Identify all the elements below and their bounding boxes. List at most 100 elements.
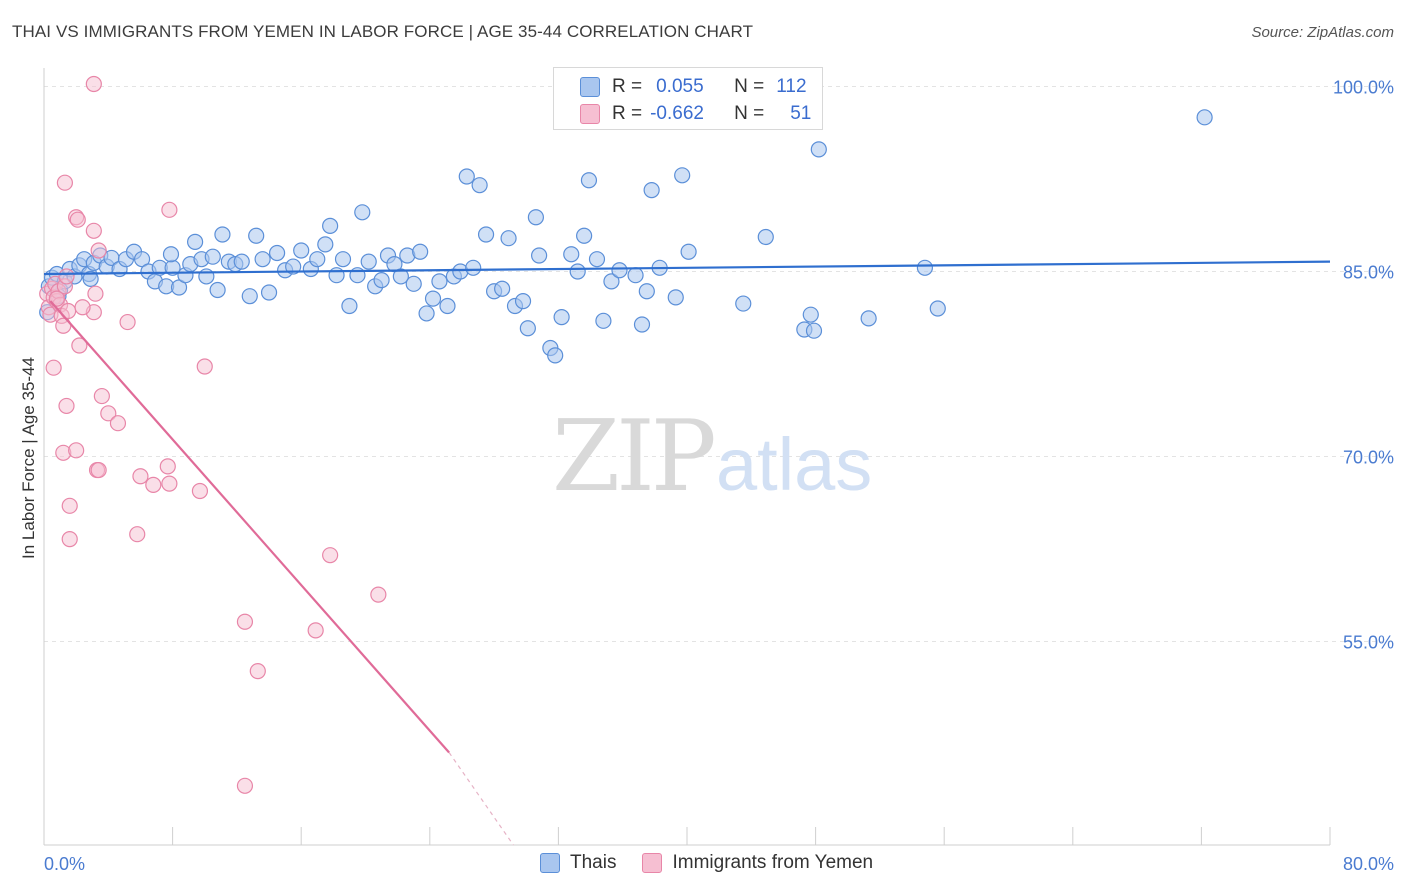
yemen-point [87, 285, 104, 302]
yemen-point [129, 526, 146, 543]
thai-point [531, 247, 548, 264]
legend-label-thais: Thais [570, 852, 617, 873]
yemen-point [56, 174, 73, 191]
thai-point [810, 141, 827, 158]
thai-point [603, 273, 620, 290]
thai-point [373, 272, 390, 289]
legend-n-value: 112 [776, 76, 807, 97]
legend-n-label: N = [734, 103, 765, 124]
legend-n-value: 51 [790, 103, 812, 124]
thai-point [494, 280, 511, 297]
thai-point [576, 227, 593, 244]
thai-point [514, 293, 532, 310]
thai-point [209, 281, 226, 299]
thai-point [735, 295, 752, 312]
yemen-point [69, 211, 86, 228]
thai-point [458, 168, 475, 185]
yemen-trend-extension [448, 752, 514, 846]
yemen-point [61, 531, 78, 548]
thai-point [627, 267, 644, 284]
thai-point [611, 262, 628, 279]
thai-point [860, 310, 877, 327]
thai-point [680, 243, 697, 260]
thai-swatch-icon [540, 853, 560, 873]
thai-point [580, 172, 598, 189]
thai-point [802, 306, 819, 323]
thai-point [198, 268, 215, 285]
thai-point [268, 244, 286, 262]
legend-n-label: N = [734, 76, 765, 97]
thai-point [260, 284, 278, 301]
thai-point [563, 246, 580, 263]
thai-point [638, 283, 655, 300]
yemen-point [236, 613, 254, 630]
yemen-swatch-icon [642, 853, 663, 873]
stats-legend: R = 0.055 N = 112 R = -0.662 N = 51 [553, 67, 823, 130]
yemen-point [74, 299, 91, 316]
series-legend: Thais Immigrants from Yemen [540, 852, 899, 874]
legend-r-label: R = [612, 76, 643, 97]
thai-point [757, 228, 774, 246]
gridlines [44, 86, 1394, 642]
thai-point [254, 251, 271, 268]
legend-r-label: R = [612, 103, 643, 124]
source-label: Source: ZipAtlas.com [1251, 24, 1394, 41]
thai-point [233, 253, 250, 270]
thai-point [553, 309, 570, 326]
thai-point [309, 251, 326, 268]
thai-point [1196, 109, 1213, 126]
thai-point [285, 258, 302, 275]
yemen-trend-line [49, 300, 450, 754]
watermark-atlas: atlas [716, 423, 872, 506]
yemen-point [159, 458, 176, 475]
thai-point [424, 290, 442, 307]
thai-trend-line [43, 260, 1331, 276]
thai-point [187, 233, 204, 250]
yemen-point [109, 415, 127, 432]
thai-point [916, 259, 934, 276]
thai-point [214, 226, 231, 243]
thai-point [674, 167, 691, 184]
yemen-point [90, 242, 107, 259]
thai-point [405, 275, 422, 292]
thai-point [569, 263, 586, 280]
thai-point [293, 242, 310, 259]
thai-point [465, 259, 482, 276]
thai-point [477, 226, 495, 243]
yemen-point [85, 75, 102, 93]
axes [43, 68, 1331, 846]
thai-point [527, 209, 544, 226]
y-tick-label: 70.0% [1343, 448, 1394, 468]
legend-row-thai: R = 0.055 N = 112 [580, 76, 807, 98]
thai-point [360, 253, 377, 270]
yemen-point [45, 359, 62, 376]
yemen-point [191, 482, 209, 500]
y-tick-label: 100.0% [1333, 78, 1394, 98]
thai-point [334, 251, 352, 268]
thai-point [588, 251, 606, 268]
yemen-point [93, 387, 110, 405]
thai-point [633, 316, 651, 333]
yemen-point [90, 461, 107, 479]
thai-point [667, 289, 684, 306]
thai-point [354, 204, 371, 221]
yemen-point [322, 547, 339, 564]
thai-swatch-icon [580, 77, 600, 97]
legend-row-yemen: R = -0.662 N = 51 [580, 103, 811, 125]
yemen-point [100, 405, 117, 422]
watermark-zip: ZIP [552, 400, 714, 514]
x-tick-min: 0.0% [44, 854, 85, 874]
yemen-point [119, 313, 136, 331]
yemen-point [48, 290, 65, 307]
legend-label-yemen: Immigrants from Yemen [672, 852, 874, 873]
thai-point [341, 297, 358, 315]
yemen-points [39, 75, 387, 794]
thai-point [204, 248, 221, 265]
thai-points [39, 109, 1213, 364]
thai-point [547, 347, 564, 364]
thai-point [643, 182, 660, 199]
yemen-point [68, 442, 85, 459]
thai-point [418, 305, 435, 322]
yemen-point [58, 268, 75, 285]
yemen-swatch-icon [580, 104, 600, 124]
